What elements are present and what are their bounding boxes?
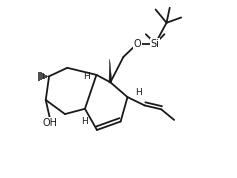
Text: O: O	[134, 39, 141, 49]
Text: H: H	[81, 117, 87, 126]
Text: OH: OH	[42, 118, 57, 128]
Polygon shape	[109, 59, 112, 83]
Text: Si: Si	[151, 39, 160, 49]
Text: H: H	[135, 88, 141, 97]
Text: H: H	[83, 72, 90, 81]
